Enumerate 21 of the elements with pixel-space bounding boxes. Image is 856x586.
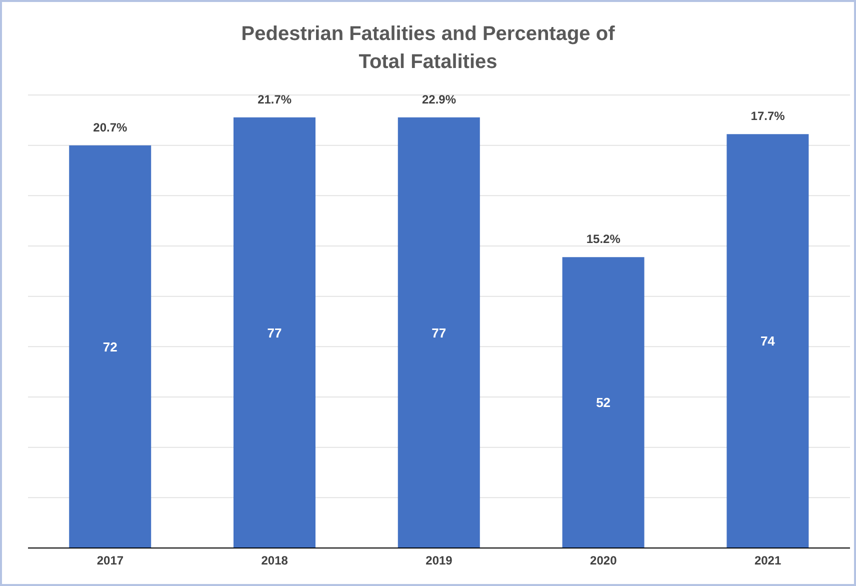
bar: [69, 145, 152, 548]
data-label: 77: [432, 325, 446, 340]
annotation: 20.7%: [93, 120, 128, 134]
chart-title: Pedestrian Fatalities and Percentage of Total Fatalities: [240, 22, 616, 75]
annotation: 15.2%: [586, 232, 621, 246]
bar: [398, 117, 480, 548]
x-tick-label: 2017: [96, 554, 124, 568]
x-tick-label: 2019: [426, 554, 453, 568]
data-label: 52: [596, 395, 611, 410]
x-tick-label: 2018: [261, 554, 288, 568]
annotation: 22.9%: [422, 92, 456, 106]
bar: [562, 257, 644, 548]
annotation: 17.7%: [750, 109, 786, 124]
x-tick-label: 2021: [754, 554, 782, 568]
data-label: 72: [102, 339, 118, 354]
data-label: 77: [267, 325, 282, 340]
data-label: 74: [760, 334, 776, 349]
bar: [234, 117, 316, 548]
x-tick-label: 2020: [590, 554, 618, 568]
bar: [726, 134, 809, 548]
annotation: 21.7%: [258, 92, 292, 106]
